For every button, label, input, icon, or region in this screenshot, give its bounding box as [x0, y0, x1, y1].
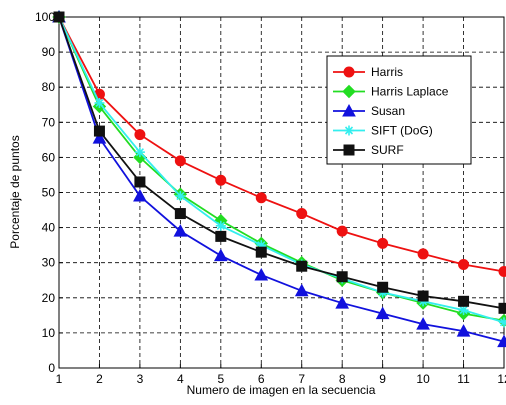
data-point-susan-11 — [456, 324, 471, 337]
y-tick-label-100: 100 — [35, 10, 55, 24]
x-axis-label: Numero de imagen en la secuencia — [187, 383, 376, 397]
legend-entry-surf: SURF — [333, 143, 404, 157]
data-point-surf-9 — [377, 281, 389, 293]
legend-marker-susan — [342, 103, 356, 117]
legend-entry-harris: Harris — [333, 65, 403, 79]
data-point-surf-8 — [336, 271, 348, 283]
data-point-surf-3 — [134, 176, 146, 188]
legend-entry-harris-laplace: Harris Laplace — [333, 85, 449, 99]
series-line-harris-laplace — [58, 16, 505, 322]
data-point-susan-9 — [375, 306, 390, 320]
legend-label-sift-dog: SIFT (DoG) — [371, 124, 433, 138]
data-point-susan-7 — [294, 283, 309, 297]
y-tick-label-70: 70 — [42, 115, 56, 129]
data-point-surf-1 — [53, 11, 65, 23]
data-point-harris-4 — [174, 155, 186, 167]
y-tick-label-0: 0 — [48, 361, 55, 375]
legend-marker-harris — [343, 66, 355, 78]
data-point-susan-2 — [92, 131, 107, 144]
series-surf — [53, 11, 506, 314]
legend-marker-surf — [343, 144, 355, 156]
y-tick-label-60: 60 — [42, 150, 56, 164]
x-tick-label-2: 2 — [96, 372, 103, 386]
data-point-sift-dog-5 — [215, 220, 226, 231]
data-point-harris-5 — [215, 174, 227, 186]
series-line-sift-dog — [58, 16, 505, 324]
x-tick-label-10: 10 — [416, 372, 430, 386]
x-tick-label-3: 3 — [137, 372, 144, 386]
y-tick-label-90: 90 — [42, 45, 56, 59]
data-point-surf-7 — [296, 260, 308, 272]
data-point-susan-8 — [335, 296, 350, 309]
axis-ticks: 0102030405060708090100123456789101112 — [35, 10, 506, 386]
legend-marker-harris-laplace — [342, 84, 356, 99]
data-point-surf-4 — [174, 208, 186, 220]
x-tick-label-5: 5 — [217, 372, 224, 386]
data-point-surf-2 — [93, 125, 105, 137]
data-point-surf-11 — [458, 295, 470, 307]
data-point-surf-6 — [255, 246, 267, 258]
data-point-susan-5 — [213, 248, 228, 262]
y-axis-label: Porcentaje de puntos — [8, 135, 22, 248]
series-line-susan — [58, 16, 505, 343]
y-tick-label-40: 40 — [42, 221, 56, 235]
data-point-surf-10 — [417, 290, 429, 302]
data-point-susan-4 — [173, 224, 188, 237]
legend: Harris Harris Laplace Susan SIFT (DoG) SURF — [326, 55, 472, 165]
legend-label-susan: Susan — [371, 104, 405, 118]
data-point-harris-10 — [417, 248, 429, 260]
series-line-surf — [58, 16, 505, 310]
data-point-harris-6 — [255, 192, 267, 204]
data-point-harris-11 — [458, 258, 470, 270]
data-point-susan-6 — [254, 267, 269, 281]
data-point-harris-3 — [134, 129, 146, 141]
y-tick-label-30: 30 — [42, 256, 56, 270]
x-tick-label-7: 7 — [298, 372, 305, 386]
data-point-sift-dog-2 — [94, 97, 105, 108]
x-tick-label-1: 1 — [56, 372, 63, 386]
x-tick-label-8: 8 — [339, 372, 346, 386]
x-tick-label-11: 11 — [457, 372, 470, 386]
data-point-susan-3 — [133, 188, 147, 202]
y-tick-label-10: 10 — [42, 326, 56, 340]
legend-label-harris-laplace: Harris Laplace — [371, 85, 449, 99]
data-point-susan-12 — [497, 334, 506, 348]
data-point-surf-5 — [215, 230, 227, 242]
y-tick-label-80: 80 — [42, 80, 56, 94]
data-point-sift-dog-3 — [134, 147, 145, 158]
series-lines — [52, 9, 506, 348]
data-point-surf-12 — [498, 302, 506, 314]
data-point-harris-7 — [296, 208, 308, 220]
y-tick-label-50: 50 — [42, 186, 56, 200]
legend-entry-sift-dog: SIFT (DoG) — [333, 124, 433, 138]
legend-entry-susan: Susan — [333, 103, 405, 118]
data-point-sift-dog-12 — [499, 317, 506, 328]
legend-marker-sift-dog — [344, 125, 354, 136]
x-tick-label-12: 12 — [497, 372, 506, 386]
data-point-harris-12 — [498, 265, 506, 277]
x-tick-label-6: 6 — [258, 372, 265, 386]
legend-label-harris: Harris — [371, 65, 403, 79]
series-susan — [52, 9, 506, 348]
series-line-harris — [58, 16, 505, 273]
data-point-harris-9 — [377, 237, 389, 249]
x-tick-label-9: 9 — [379, 372, 386, 386]
data-point-harris-8 — [336, 225, 348, 237]
y-tick-label-20: 20 — [42, 291, 56, 305]
data-point-susan-10 — [416, 317, 430, 330]
legend-label-surf: SURF — [371, 143, 404, 157]
data-point-sift-dog-4 — [175, 191, 186, 202]
x-tick-label-4: 4 — [177, 372, 184, 386]
